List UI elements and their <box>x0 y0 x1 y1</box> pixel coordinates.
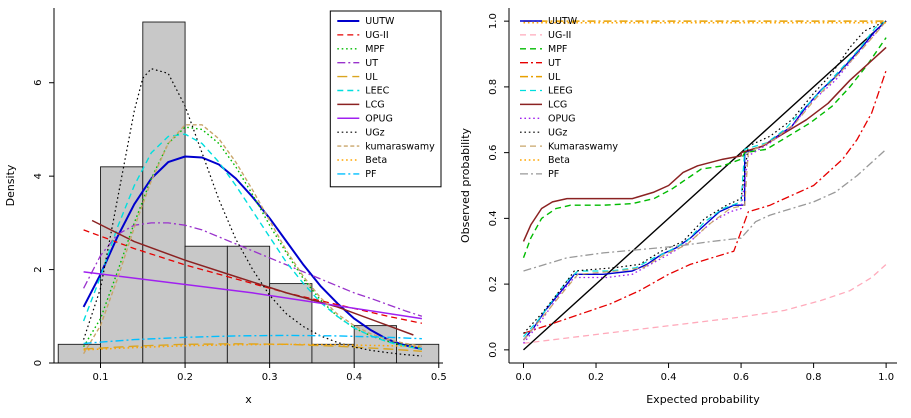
y-tick-label: 0.4 <box>488 210 499 226</box>
series-LCG <box>522 46 887 242</box>
series-LCG <box>91 219 414 336</box>
x-tick-label: 0.2 <box>177 372 193 383</box>
series-OPUG <box>83 271 423 320</box>
y-tick-label: 1.0 <box>488 13 499 29</box>
legend-label-Beta: Beta <box>365 155 387 166</box>
series-MPF <box>83 126 423 349</box>
pp-plot-svg: 0.0 0.2 0.4 0.6 0.8 1.0 0.0 0.2 0.4 0.6 0.8 1.0 Expe… <box>459 8 897 406</box>
legend-label-UT: UT <box>365 58 378 69</box>
histogram-bar <box>57 343 101 364</box>
legend-label-UGz: UGz <box>365 127 384 138</box>
series-LEEC <box>82 133 423 350</box>
legend-label-LEEC: LEEC <box>365 86 389 97</box>
y-tick-label: 4 <box>33 173 44 179</box>
y-tick-label: 2 <box>33 266 44 272</box>
series-PF <box>523 148 887 272</box>
x-tick-label: 0.6 <box>733 372 749 383</box>
legend-label-OPUG: OPUG <box>365 114 393 125</box>
legend-label-UUTW: UUTW <box>365 16 395 27</box>
x-axis-title: x <box>245 393 252 406</box>
legend-label-LCG: LCG <box>365 100 384 111</box>
density-histogram-svg: 0.1 0.2 0.3 0.4 0.50246xDensityUUTWUG-IIMPFU… <box>4 8 447 406</box>
x-tick-label: 1.0 <box>878 372 894 383</box>
legend-label-LCG: LCG <box>548 100 567 111</box>
series-UG-II <box>83 229 423 324</box>
x-tick-label: 0.2 <box>588 372 604 383</box>
legend-label-UL: UL <box>548 72 561 83</box>
legend-label-UT: UT <box>548 58 561 69</box>
legend-label-PF: PF <box>365 169 376 180</box>
x-tick-label: 0.3 <box>262 372 278 383</box>
x-tick-label: 0.0 <box>516 372 532 383</box>
y-tick-label: 0.0 <box>488 342 499 358</box>
legend-label-MPF: MPF <box>548 44 567 55</box>
x-tick-label: 0.8 <box>806 372 822 383</box>
legend: UUTW UG-II MPF UT UL LEEC LCG OPUG UGz kumaraswam… <box>329 10 442 188</box>
series-UG-II <box>523 263 887 344</box>
histogram-bar <box>269 283 313 364</box>
legend-label-MPF: MPF <box>365 44 384 55</box>
series-UT <box>523 70 887 335</box>
y-tick-label: 0.2 <box>488 276 499 292</box>
series-UGz <box>523 20 887 334</box>
legend: UUTW UG-II MPF UT UL LEEG LCG OPUG UGz Kumaraswam… <box>520 16 618 180</box>
legend-label-LEEG: LEEG <box>548 86 573 97</box>
legend-label-Beta: Beta <box>548 155 570 166</box>
legend-label-UL: UL <box>365 72 378 83</box>
series-reference-diagonal <box>523 20 887 351</box>
legend-label-Kumaraswamy: Kumaraswamy <box>548 141 618 152</box>
histogram-bar <box>142 21 186 364</box>
series-Kumaraswamy <box>523 20 887 341</box>
y-axis-title: Observed probability <box>459 127 472 243</box>
legend-label-kumaraswamy: kumaraswamy <box>365 141 435 152</box>
series-LEEG <box>523 20 887 338</box>
x-tick-label: 0.4 <box>346 372 362 383</box>
y-tick-label: 6 <box>33 80 44 86</box>
series-UGz <box>83 68 422 357</box>
x-tick-label: 0.4 <box>661 372 677 383</box>
legend-label-UGz: UGz <box>548 127 567 138</box>
x-tick-label: 0.5 <box>431 372 447 383</box>
legend-label-UG-II: UG-II <box>548 30 571 41</box>
series-Beta <box>83 343 422 351</box>
x-axis-title: Expected probability <box>646 393 760 406</box>
legend-label-UG-II: UG-II <box>365 30 388 41</box>
histogram-bar <box>353 325 397 364</box>
density-histogram-chart: 0.1 0.2 0.3 0.4 0.5 0 2 4 6 x Density UUTW UG-II MPF U… <box>0 0 455 413</box>
legend-label-UUTW: UUTW <box>548 16 578 27</box>
series-OPUG <box>522 20 887 344</box>
legend-label-PF: PF <box>548 169 559 180</box>
legend-box <box>329 10 442 188</box>
y-axis-title: Density <box>4 164 17 206</box>
x-tick-label: 0.1 <box>93 372 109 383</box>
y-tick-label: 0.8 <box>488 79 499 95</box>
series-PF <box>83 334 422 345</box>
pp-plot-chart: 0.0 0.2 0.4 0.6 0.8 1.0 0.0 0.2 0.4 0.6 0.8 1.0 Expe… <box>455 0 911 413</box>
series-kumaraswamy <box>83 124 423 355</box>
y-tick-label: 0 <box>33 360 44 366</box>
series-UUTW <box>82 155 423 350</box>
histogram-bar <box>100 166 144 364</box>
series-UUTW <box>522 20 887 341</box>
legend-label-OPUG: OPUG <box>548 114 576 125</box>
y-tick-label: 0.6 <box>488 145 499 161</box>
series-MPF <box>522 37 887 259</box>
